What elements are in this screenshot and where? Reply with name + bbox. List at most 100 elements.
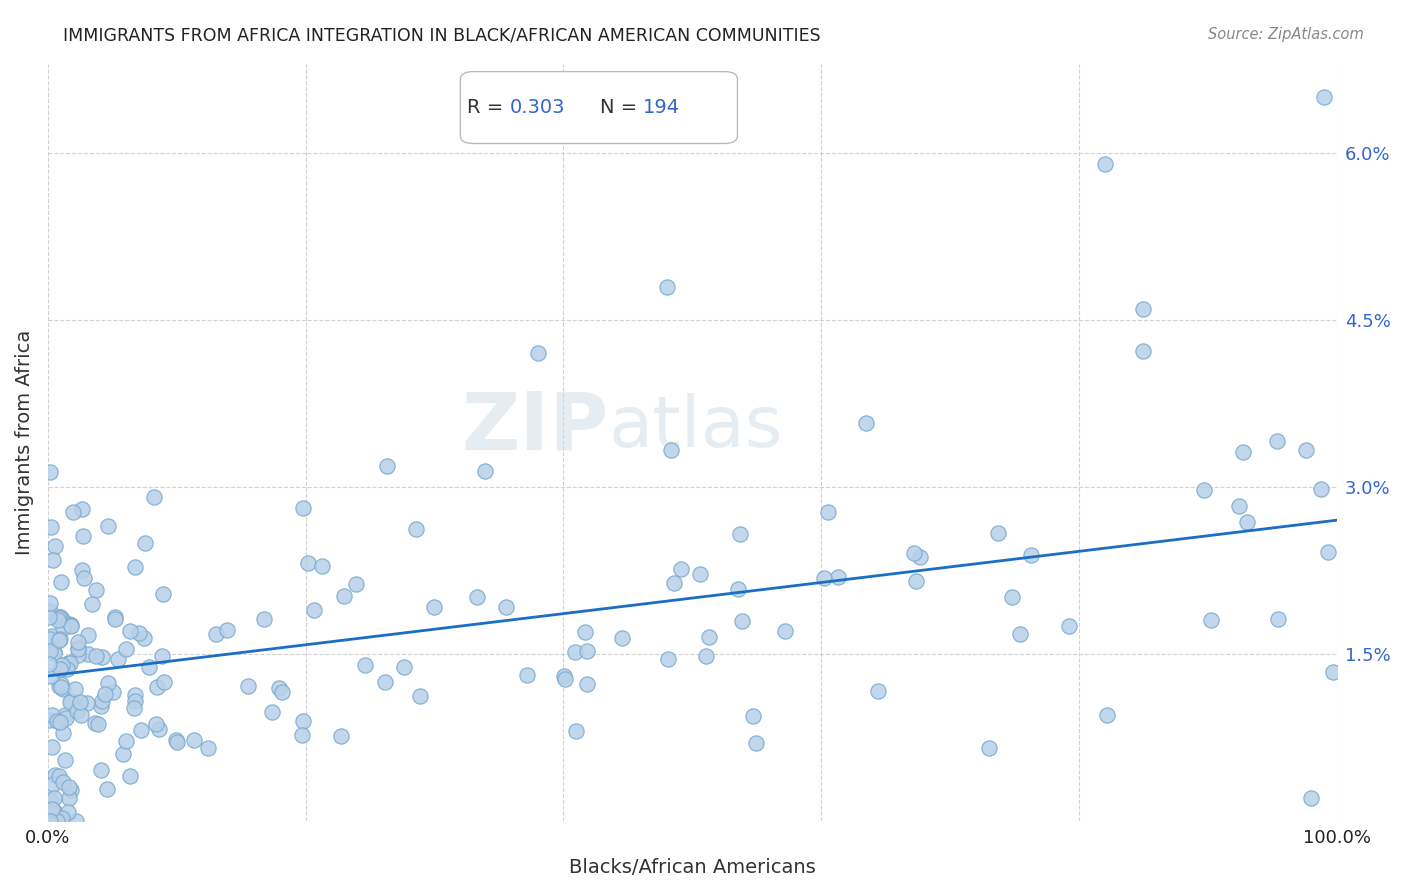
Point [62,505,84,519]
Point [48,611,70,625]
Point [253,611,276,625]
Point [59,656,82,670]
Point [1057,619,1080,633]
Point [66,641,89,656]
Point [90,698,112,713]
Point [49,680,72,694]
Point [76,647,98,661]
Point [1313,90,1336,104]
Point [655,279,678,293]
Point [39,643,62,657]
Point [49,677,72,691]
Point [1316,545,1339,559]
Point [38,713,60,727]
Point [689,566,711,581]
Point [44,768,66,782]
Point [145,680,167,694]
Point [1299,791,1322,805]
Point [82,598,104,612]
Point [51,575,73,590]
Point [69,695,91,709]
Point [134,631,156,645]
Point [70,501,93,516]
Point [44,791,66,805]
Point [118,624,141,639]
Point [143,490,166,504]
Point [1267,434,1289,448]
Point [554,673,576,687]
Point [575,677,598,691]
Point [91,649,114,664]
Point [1232,444,1254,458]
Point [60,618,83,632]
Point [565,724,588,739]
Point [827,570,849,584]
Point [45,714,67,729]
Point [855,416,877,430]
Point [574,625,596,640]
Point [67,641,90,656]
Text: ZIP: ZIP [461,388,609,467]
Point [474,464,496,478]
Point [49,814,72,828]
Point [353,657,375,672]
Point [515,667,537,681]
Point [49,715,72,730]
Point [39,465,62,479]
Point [52,775,75,789]
Point [977,740,1000,755]
Point [297,556,319,570]
Point [1132,301,1154,316]
Point [59,694,82,708]
Point [86,582,108,597]
Point [813,571,835,585]
Point [124,559,146,574]
Point [1227,499,1250,513]
Point [90,763,112,777]
Point [495,600,517,615]
Point [42,645,65,659]
Point [52,726,75,740]
Point [657,651,679,665]
Point [662,575,685,590]
Text: Source: ZipAtlas.com: Source: ZipAtlas.com [1208,27,1364,42]
Point [41,707,63,722]
Point [48,769,70,783]
Point [987,526,1010,541]
Point [129,723,152,737]
Point [409,689,432,703]
Point [744,736,766,750]
Point [38,604,60,618]
FancyBboxPatch shape [460,71,738,144]
Point [51,662,73,676]
Point [166,735,188,749]
Point [910,550,932,565]
Point [55,711,77,725]
Point [695,648,717,663]
Point [38,632,60,646]
Point [96,782,118,797]
Point [51,811,73,825]
Point [48,609,70,624]
Point [612,631,634,645]
Point [39,793,62,807]
Point [145,717,167,731]
Point [659,442,682,457]
Point [817,505,839,519]
Point [56,805,79,819]
Point [292,501,315,516]
Point [112,747,135,762]
Point [124,694,146,708]
Point [392,660,415,674]
Point [1267,612,1289,626]
Point [59,782,82,797]
Point [204,627,226,641]
Point [42,805,65,819]
Point [197,740,219,755]
Point [731,614,754,628]
Point [104,609,127,624]
Point [270,685,292,699]
Point [904,574,927,589]
Point [1008,627,1031,641]
Point [65,814,87,828]
